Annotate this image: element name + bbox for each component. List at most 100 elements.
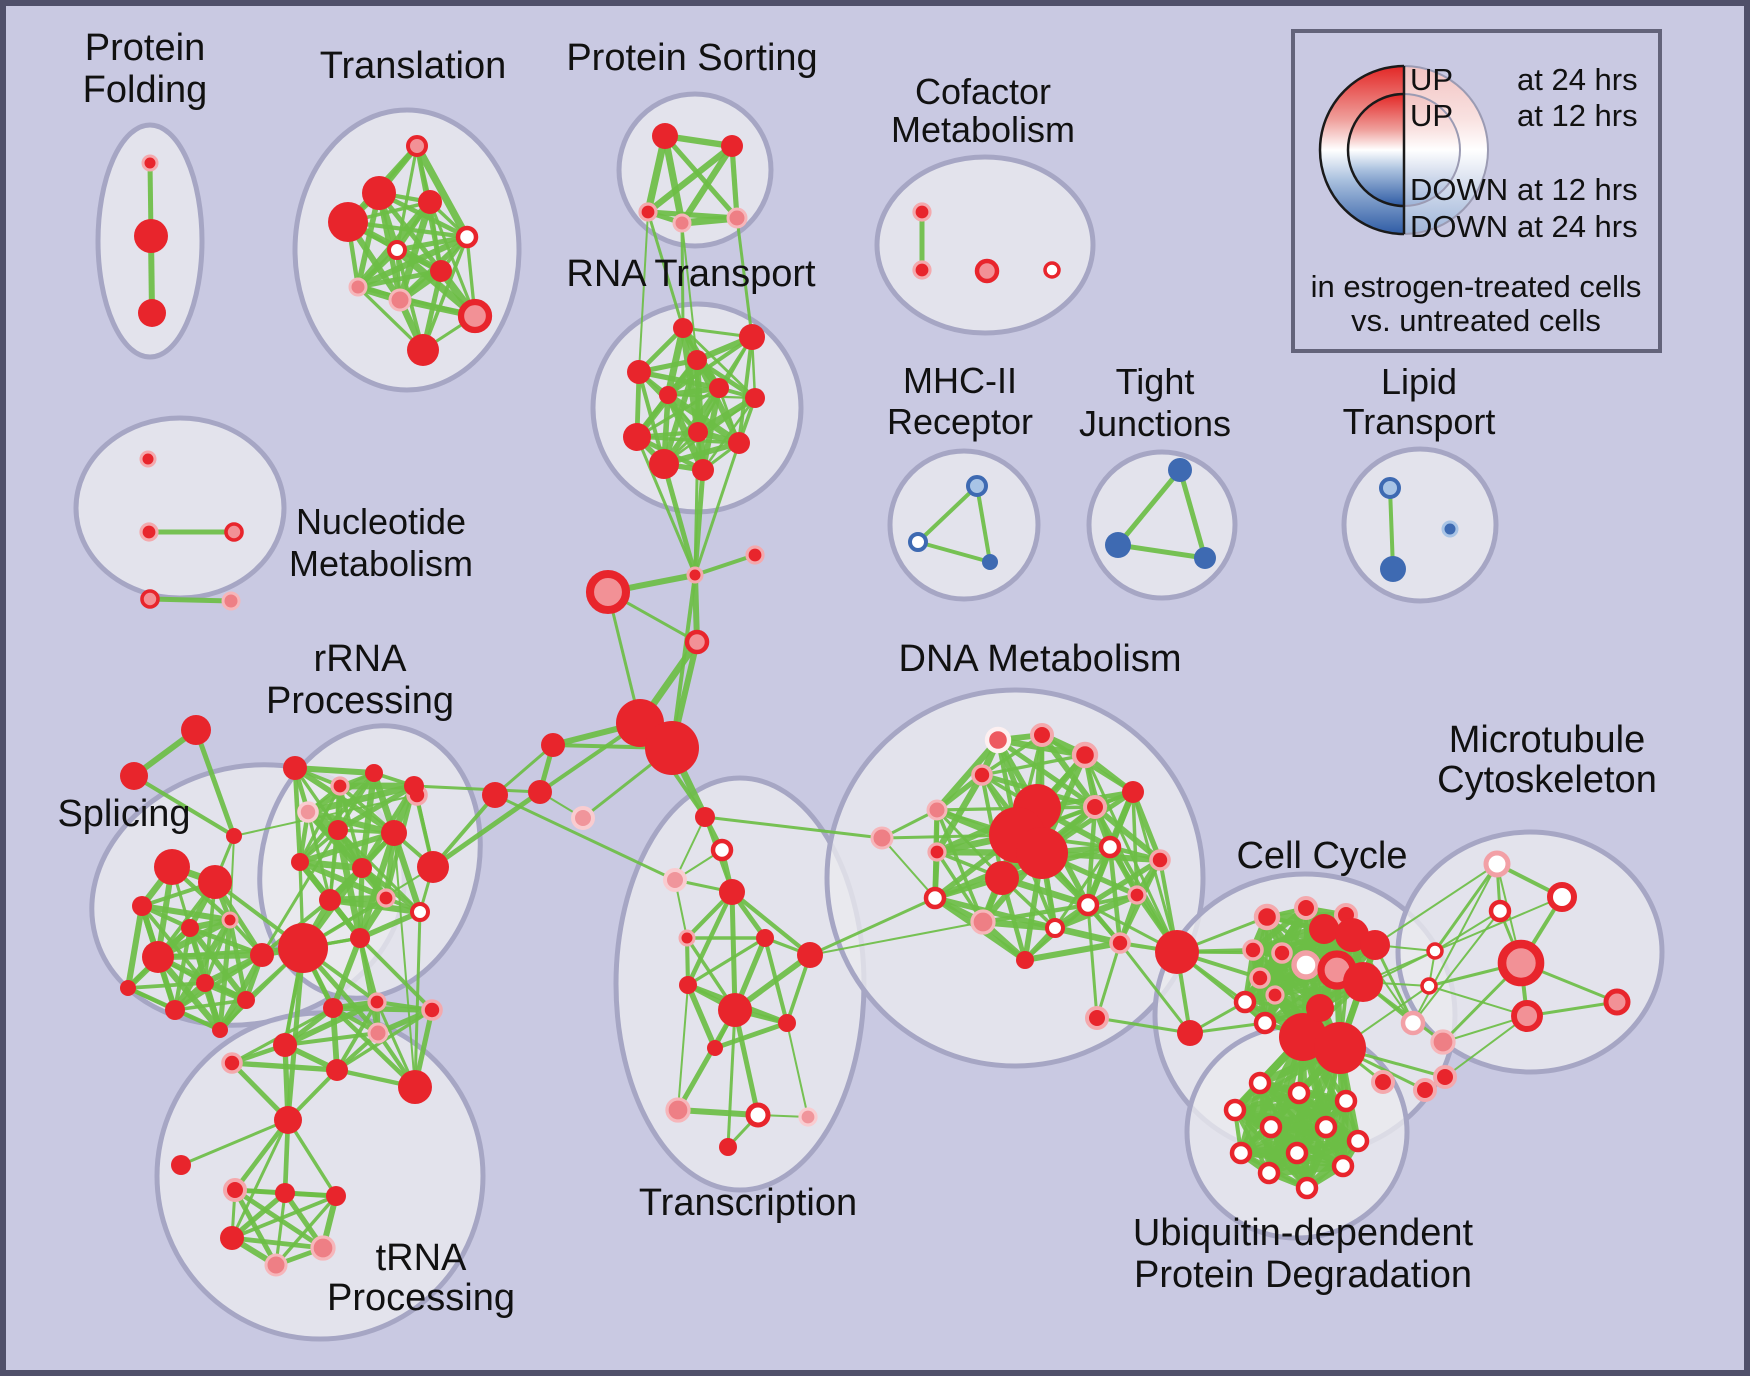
cluster-ellipse-cofactor-metabolism [874, 154, 1096, 336]
edge [680, 222, 685, 329]
gene-node-p [367, 1022, 389, 1044]
gene-node-p [388, 288, 412, 312]
gene-node-r [283, 756, 307, 780]
cluster-ellipse-nucleotide-metabolism [73, 415, 287, 601]
gene-node-pr [638, 202, 658, 222]
legend-caption: vs. untreated cells [1351, 303, 1601, 338]
mesh-edge [667, 393, 756, 400]
edge [916, 484, 979, 544]
legend-outer-right-arc [1403, 65, 1489, 235]
edge [809, 921, 984, 956]
gene-node-r [687, 350, 707, 370]
cluster-ellipse-mhc-ii-receptor [887, 448, 1041, 602]
mesh-edge [124, 905, 146, 989]
gene-node-wp [984, 726, 1012, 754]
gene-node-r [142, 941, 174, 973]
gene-node-pr [927, 842, 947, 862]
cluster-label-translation: Translation [320, 45, 507, 87]
gene-node-pr [912, 260, 932, 280]
mesh-edge [685, 983, 718, 1050]
mesh-edge [174, 998, 247, 1012]
cluster-label-cofactor-metabolism: Cofactor [915, 71, 1051, 112]
gene-node-pr [1071, 741, 1099, 769]
cluster-label-rna-transport: RNA Transport [566, 253, 816, 295]
edge [413, 911, 422, 1088]
cluster-label-protein-folding: Folding [83, 69, 208, 111]
gene-node-r [326, 1186, 346, 1206]
gene-node-rp [1497, 939, 1545, 987]
gene-node-pr [1265, 985, 1285, 1005]
gene-node-pr [139, 450, 157, 468]
gene-node-r [728, 432, 750, 454]
gene-node-pr [745, 545, 765, 565]
gene-node-b [982, 554, 998, 570]
edge [681, 222, 698, 361]
edge [704, 815, 883, 840]
edge [786, 1022, 809, 1118]
gene-node-r [1155, 930, 1199, 974]
gene-node-r [138, 299, 166, 327]
gene-node-pr [1083, 795, 1107, 819]
gene-node-rw [1346, 1129, 1370, 1153]
gene-node-p [926, 799, 948, 821]
cluster-label-nucleotide-metabolism: Metabolism [289, 543, 473, 584]
gene-node-pr [376, 888, 396, 908]
gene-node-pw [1400, 1010, 1426, 1036]
edge [975, 485, 992, 563]
mesh-edge [996, 737, 1097, 810]
edge [693, 431, 700, 576]
gene-node-pr [1271, 942, 1293, 964]
gene-node-r [212, 1022, 228, 1038]
edge [726, 1009, 737, 1148]
gene-node-rw [1426, 942, 1444, 960]
edge [732, 1009, 761, 1116]
legend: UP at 24 hrs UP at 12 hrs DOWN at 12 hrs DOWN a… [1291, 29, 1662, 353]
gene-node-p [970, 909, 996, 935]
mesh-edge [231, 1235, 324, 1251]
cluster-ellipse-tight-junctions [1086, 449, 1238, 601]
gene-node-r [679, 976, 697, 994]
mesh-edge [231, 1194, 337, 1240]
edge [735, 217, 754, 338]
gene-node-rw [1420, 977, 1438, 995]
edge [1433, 863, 1499, 952]
mesh-edge [679, 144, 735, 225]
gene-node-r [430, 260, 452, 282]
gene-node-pr [1242, 939, 1264, 961]
gene-node-rw [387, 240, 407, 260]
gene-node-r [541, 733, 565, 757]
legend-direction-label: UP [1410, 62, 1453, 97]
gene-node-r [739, 324, 765, 350]
gene-node-r [1360, 930, 1390, 960]
legend-caption: in estrogen-treated cells [1311, 269, 1642, 304]
legend-direction-label: UP [1410, 98, 1453, 133]
gene-node-p [264, 1253, 288, 1277]
edge [494, 793, 676, 882]
gene-node-r [1343, 962, 1383, 1002]
mesh-edge [233, 1118, 290, 1192]
gene-node-p [310, 1235, 336, 1261]
gene-node-r [319, 889, 341, 911]
gene-node-pr [221, 1052, 243, 1074]
gene-node-r [350, 928, 370, 948]
mesh-edge [330, 936, 363, 1010]
mesh-edge [1054, 924, 1121, 947]
gene-node-p [221, 591, 241, 611]
mesh-edge [358, 936, 434, 1012]
mesh-edge [1086, 857, 1162, 908]
gene-node-rw [1076, 893, 1100, 917]
gene-node-rw [1098, 835, 1122, 859]
mesh-edge [664, 327, 687, 396]
mesh-edge [663, 134, 739, 220]
gene-node-r [719, 1138, 737, 1156]
gene-node-rw [1285, 1141, 1309, 1165]
gene-node-r [226, 828, 242, 844]
mesh-edge [294, 764, 375, 777]
edge [1118, 942, 1192, 1034]
gene-node-rw [410, 902, 430, 922]
gene-node-r [659, 386, 677, 404]
cluster-label-protein-folding: Protein [85, 27, 205, 69]
edge [693, 442, 741, 576]
cluster-label-cofactor-metabolism: Metabolism [891, 109, 1075, 150]
